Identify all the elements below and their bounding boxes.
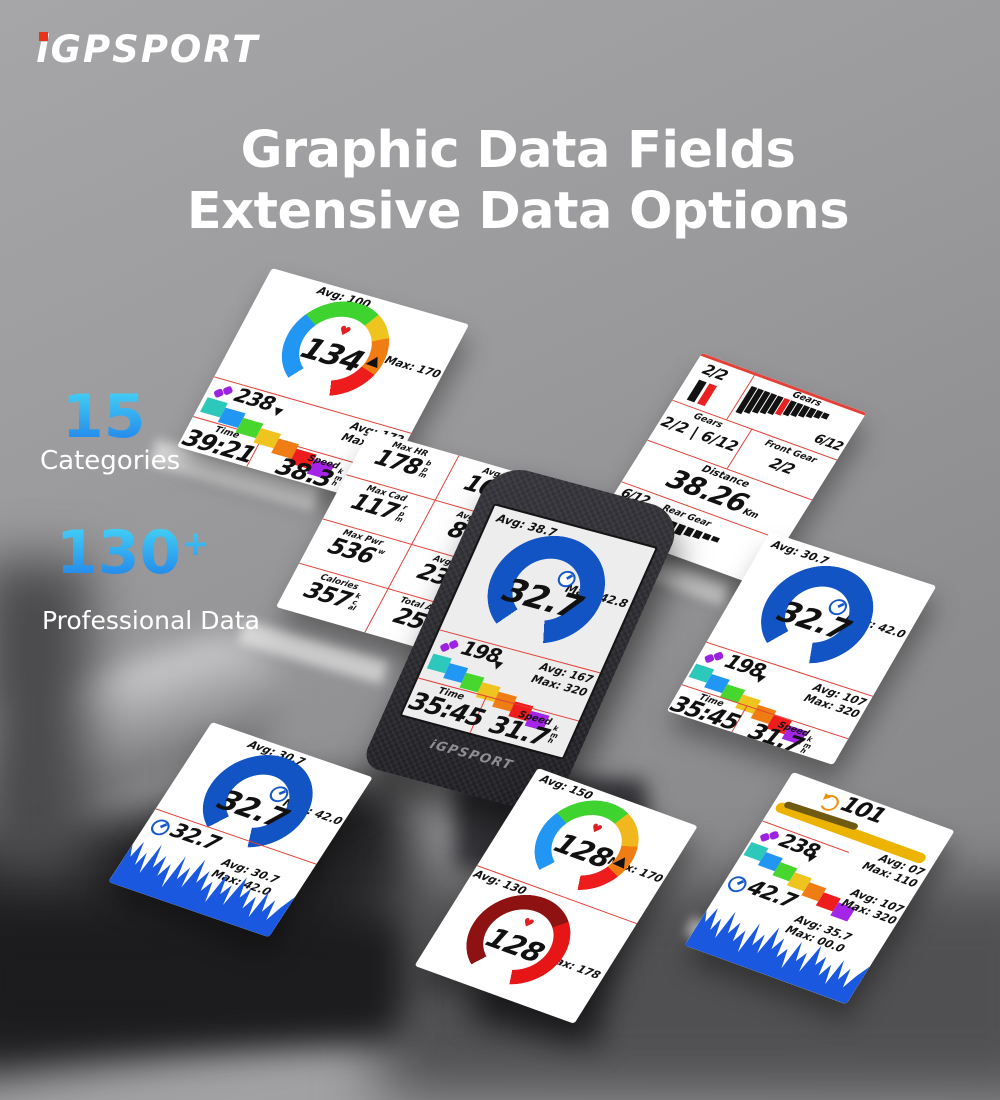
power-icon (702, 649, 726, 668)
max-hr-label: Max: 170 (382, 353, 444, 381)
metric-unit: w (376, 547, 387, 557)
speed-number: 31.7 (743, 719, 808, 759)
gauge-pointer-icon (612, 857, 626, 870)
card-dual-hr: Avg: 150 Max: 170 ♥ 128 Avg: 130 Max: 17… (414, 768, 698, 1024)
speed-gauge: 32.7 (741, 552, 894, 677)
card-multi-metric: 101 Avg: 07 Max: 110 238 ▼ Avg: 107 Max:… (684, 772, 955, 1005)
stat-datafields-value: 130+ (56, 518, 210, 588)
page-title-line1: Graphic Data Fields (240, 121, 796, 180)
distance-unit: Km (740, 507, 760, 521)
front-gear-bars (686, 379, 718, 407)
unit-line: h (798, 746, 808, 756)
unit-line: h (546, 736, 555, 746)
brand-logo-dot-icon (39, 32, 48, 41)
stat-datafields-label: Professional Data (42, 606, 260, 635)
gear-bar (820, 412, 830, 420)
page-title-line2: Extensive Data Options (186, 182, 850, 241)
stat-categories-label: Categories (40, 446, 181, 476)
unit-line: w (376, 547, 387, 557)
page-title: Graphic Data Fields Extensive Data Optio… (18, 120, 1000, 242)
stat-datafields-plus: + (181, 524, 210, 564)
unit-line: m (393, 514, 405, 525)
stat-categories-value: 15 (62, 382, 146, 452)
gear-bar (710, 535, 720, 543)
background-corner-dark-shape (0, 920, 400, 1040)
stat-categories-number: 15 (62, 382, 146, 452)
speed-gauge: 32.7 (469, 523, 624, 656)
card-speed-graph: Avg: 30.7 Max: 42.0 32.7 32.7 Avg: 30.7 … (108, 722, 373, 938)
gauge-pointer-icon (365, 356, 378, 370)
unit-line: m (416, 470, 428, 480)
brand-logo: iGPSPORT (36, 28, 259, 71)
stat-datafields-number: 130 (56, 518, 182, 588)
power-icon (438, 638, 461, 656)
hr-gauge: ♥ 134 (263, 289, 408, 408)
brand-logo-text: iGPSPORT (36, 28, 260, 71)
unit-line: al (346, 603, 358, 613)
gear-range-value: 6/12 (810, 431, 846, 455)
speed-value: 38.3 k m h (271, 453, 346, 496)
